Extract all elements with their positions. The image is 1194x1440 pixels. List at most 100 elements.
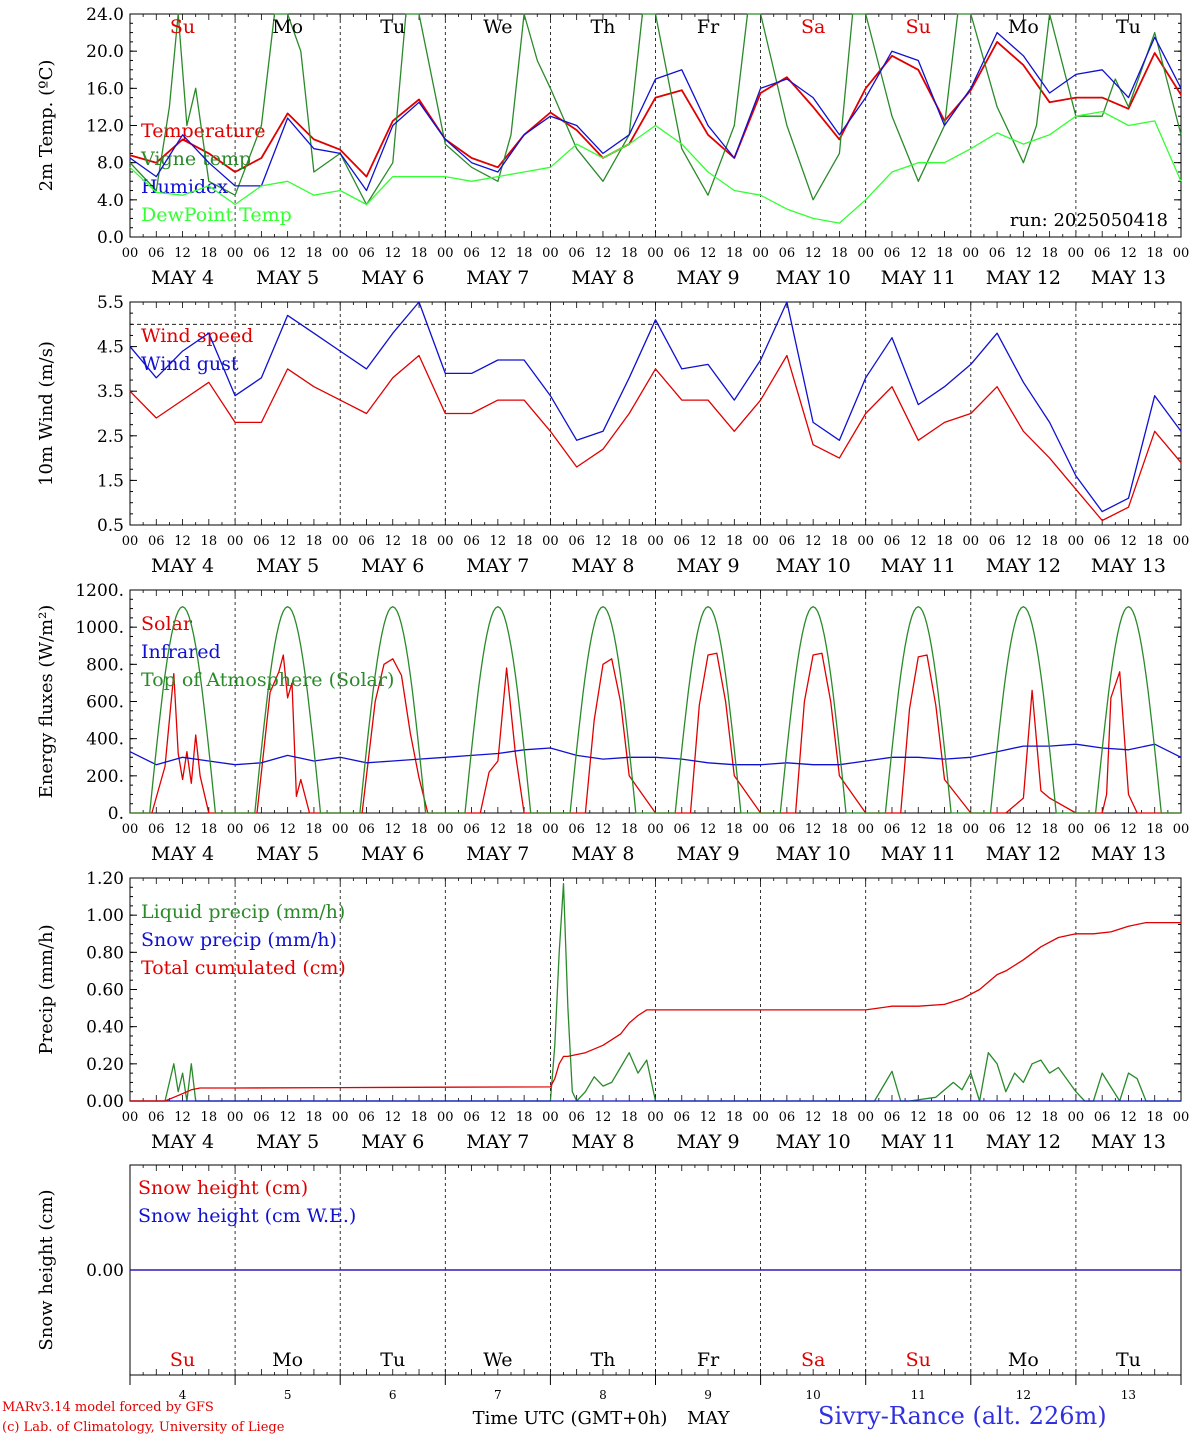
day-label: MAY 6 <box>361 555 424 577</box>
hour-tick-label: 06 <box>674 822 691 837</box>
hour-tick-label: 12 <box>384 822 401 837</box>
hour-tick-label: 12 <box>805 1110 822 1125</box>
y-tick-label: 16.0 <box>86 79 124 99</box>
hour-tick-label: 12 <box>1120 246 1137 261</box>
hour-tick-label: 06 <box>253 822 270 837</box>
hour-tick-label: 06 <box>1094 534 1111 549</box>
hour-tick-label: 12 <box>279 534 296 549</box>
hour-tick-label: 12 <box>279 1110 296 1125</box>
hour-tick-label: 06 <box>568 1110 585 1125</box>
hour-tick-label: 00 <box>963 534 980 549</box>
hour-tick-label: 00 <box>122 1110 139 1125</box>
y-axis-label: Snow height (cm) <box>36 1189 57 1350</box>
day-label: MAY 5 <box>256 1131 319 1153</box>
hour-tick-label: 00 <box>857 1110 874 1125</box>
x-axis-month: MAY <box>687 1408 731 1429</box>
bottom-day-number: 5 <box>284 1388 292 1402</box>
hour-tick-label: 06 <box>884 246 901 261</box>
day-label: MAY 6 <box>361 1131 424 1153</box>
hour-tick-label: 00 <box>437 822 454 837</box>
hour-tick-label: 00 <box>1068 246 1085 261</box>
weekday-label-bottom: Th <box>590 1349 615 1371</box>
y-tick-label: 1.5 <box>97 471 124 491</box>
hour-tick-label: 06 <box>884 822 901 837</box>
y-tick-label: 20.0 <box>86 42 124 62</box>
series-line-infrared <box>129 743 1182 766</box>
hour-tick-label: 12 <box>805 822 822 837</box>
plot-frame <box>129 301 1182 526</box>
hour-tick-label: 12 <box>490 1110 507 1125</box>
hour-tick-label: 06 <box>463 822 480 837</box>
hour-tick-label: 12 <box>279 246 296 261</box>
hour-tick-label: 00 <box>647 534 664 549</box>
day-label: MAY 10 <box>776 1131 851 1153</box>
hour-tick-label: 06 <box>779 822 796 837</box>
hour-tick-label: 18 <box>411 822 428 837</box>
hour-tick-label: 18 <box>936 822 953 837</box>
day-label: MAY 4 <box>151 555 214 577</box>
y-tick-label: 0.40 <box>86 1018 124 1038</box>
hour-tick-label: 12 <box>174 246 191 261</box>
hour-tick-label: 18 <box>831 1110 848 1125</box>
hour-tick-label: 00 <box>542 246 559 261</box>
hour-tick-label: 18 <box>411 534 428 549</box>
hour-tick-label: 06 <box>568 822 585 837</box>
weekday-label-bottom: Su <box>170 1349 195 1371</box>
hour-tick-label: 12 <box>595 246 612 261</box>
weekday-label-top: Fr <box>697 16 720 38</box>
legend-label: Wind speed <box>141 325 253 347</box>
hour-tick-label: 18 <box>1041 1110 1058 1125</box>
hour-tick-label: 00 <box>227 822 244 837</box>
bottom-day-number: 7 <box>494 1388 502 1402</box>
y-tick-label: 0.00 <box>86 1261 124 1281</box>
day-label: MAY 13 <box>1091 267 1166 289</box>
y-tick-label: 400. <box>86 730 124 750</box>
hour-tick-label: 18 <box>1041 246 1058 261</box>
bottom-day-number: 6 <box>389 1388 397 1402</box>
hour-tick-label: 06 <box>989 822 1006 837</box>
hour-tick-label: 06 <box>674 246 691 261</box>
hour-tick-label: 06 <box>989 534 1006 549</box>
hour-tick-label: 00 <box>332 246 349 261</box>
hour-tick-label: 18 <box>726 246 743 261</box>
run-label: run: 2025050418 <box>1010 210 1168 231</box>
hour-tick-label: 06 <box>674 534 691 549</box>
hour-tick-label: 06 <box>148 1110 165 1125</box>
hour-tick-label: 18 <box>1146 246 1163 261</box>
y-tick-label: 4.0 <box>97 191 124 211</box>
panel-4: 0.00 0.20 0.40 0.60 0.80 1.00 1.20 Precip (mm/h… <box>36 869 1189 1153</box>
series-line-solar <box>130 652 1181 814</box>
hour-tick-label: 00 <box>963 822 980 837</box>
day-label: MAY 13 <box>1091 555 1166 577</box>
panel-3: 0. 200. 400. 600. 800. 1000. 1200. Energy fluxe… <box>36 581 1189 865</box>
bottom-day-number: 9 <box>704 1388 712 1402</box>
y-axis-label: Precip (mm/h) <box>36 924 57 1054</box>
hour-tick-label: 00 <box>332 1110 349 1125</box>
series-line-humidex <box>129 31 1182 192</box>
series-line-wind-speed <box>129 354 1182 522</box>
bottom-day-number: 8 <box>599 1388 607 1402</box>
y-axis-label: Energy fluxes (W/m²) <box>36 605 57 799</box>
day-label: MAY 8 <box>571 555 634 577</box>
day-label: MAY 10 <box>776 843 851 865</box>
hour-tick-label: 18 <box>1146 822 1163 837</box>
series-line-vigne-temp <box>129 13 1182 206</box>
hour-tick-label: 18 <box>1146 534 1163 549</box>
hour-tick-label: 00 <box>1173 534 1190 549</box>
weekday-label-top: Tu <box>1116 16 1141 38</box>
hour-tick-label: 18 <box>306 534 323 549</box>
legend-label: Liquid precip (mm/h) <box>141 901 345 923</box>
hour-tick-label: 12 <box>910 246 927 261</box>
hour-tick-label: 06 <box>989 1110 1006 1125</box>
y-tick-label: 0.80 <box>86 943 124 963</box>
weekday-label-bottom: Mo <box>1008 1349 1039 1371</box>
hour-tick-label: 18 <box>621 822 638 837</box>
hour-tick-label: 00 <box>437 534 454 549</box>
hour-tick-label: 18 <box>621 246 638 261</box>
legend-label: Snow precip (mm/h) <box>141 929 337 951</box>
weekday-label-top: Mo <box>1008 16 1039 38</box>
day-label: MAY 8 <box>571 1131 634 1153</box>
hour-tick-label: 18 <box>201 822 218 837</box>
day-label: MAY 4 <box>151 843 214 865</box>
hour-tick-label: 06 <box>1094 246 1111 261</box>
